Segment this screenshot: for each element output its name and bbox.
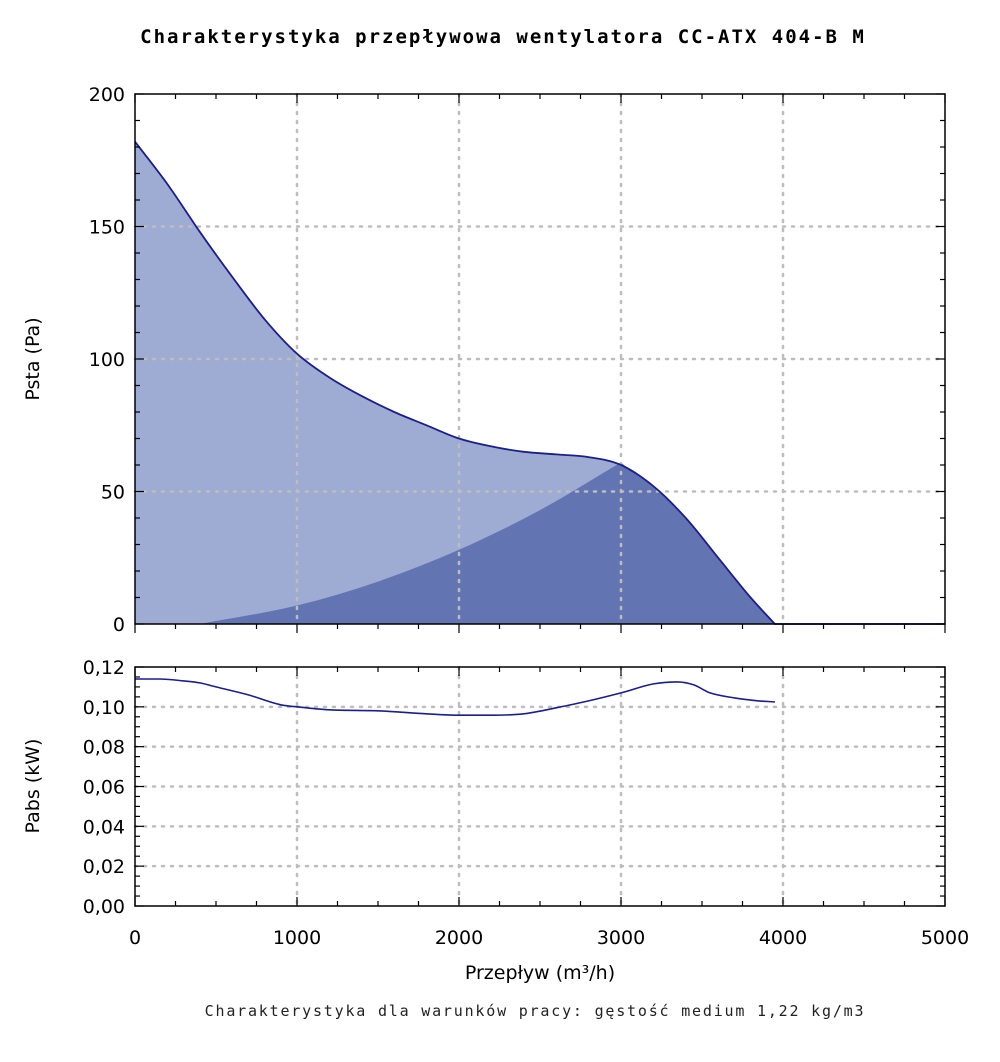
power-curve [135, 678, 775, 716]
pressure-ytick-label: 150 [89, 217, 125, 239]
pressure-ytick-label: 100 [89, 349, 125, 371]
flow-xtick-label: 0 [129, 927, 141, 949]
pressure-axis-label: Psta (Pa) [22, 317, 44, 400]
power-ytick-label: 0,08 [83, 737, 125, 759]
pressure-ytick-label: 200 [89, 84, 125, 106]
power-ytick-label: 0,04 [83, 816, 125, 838]
operating-region-area [199, 462, 775, 624]
power-panel: 0,00 0,02 0,04 0,06 0,08 0,10 0,12 Pabs (kW) [22, 657, 947, 918]
power-ytick-label: 0,12 [83, 657, 125, 679]
pressure-ytick-label: 50 [101, 482, 125, 504]
chart-title: Charakterystyka przepływowa wentylatora … [140, 26, 866, 48]
flow-xtick-label: 5000 [921, 927, 969, 949]
pressure-ytick-label: 0 [113, 614, 125, 636]
conditions-note: Charakterystyka dla warunków pracy: gęst… [205, 1002, 866, 1020]
flow-axis-label: Przepływ (m³/h) [465, 962, 615, 984]
flow-xtick-label: 3000 [597, 927, 645, 949]
flow-xtick-label: 1000 [273, 927, 321, 949]
power-ytick-label: 0,00 [83, 896, 125, 918]
flow-xtick-label: 4000 [759, 927, 807, 949]
flow-xtick-label: 2000 [435, 927, 483, 949]
pressure-panel: 0 50 100 150 200 Psta (Pa) [22, 84, 947, 636]
pressure-curve [134, 141, 945, 625]
power-axis-label: Pabs (kW) [22, 739, 44, 834]
power-ytick-label: 0,10 [83, 697, 125, 719]
power-ytick-label: 0,02 [83, 856, 125, 878]
power-ytick-label: 0,06 [83, 777, 125, 799]
